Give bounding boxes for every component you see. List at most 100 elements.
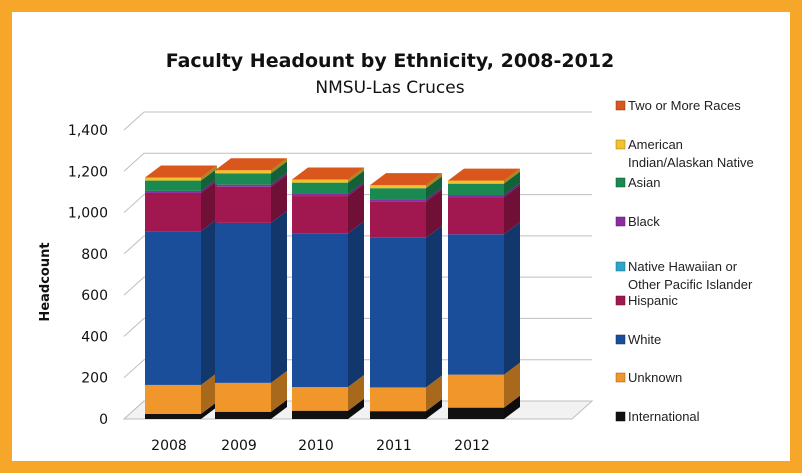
bar-segment [292, 167, 364, 183]
bar-side [201, 180, 217, 232]
legend-item: Two or More Races [615, 98, 741, 113]
bar-front [448, 183, 504, 196]
bar-segment [145, 165, 217, 181]
y-axis-label: Headcount [38, 242, 53, 321]
bar-front [292, 179, 348, 183]
legend-label: Other Pacific Islander [628, 277, 753, 292]
bar-side [348, 181, 364, 197]
legend-swatch [615, 261, 626, 272]
legend-label: Black [628, 214, 660, 229]
chart-subtitle: NMSU-Las Cruces [315, 78, 464, 98]
gridline [123, 152, 592, 172]
legend-swatch [615, 216, 626, 227]
bar-front [370, 188, 426, 200]
legend: Two or More Races American Indian/Alaskan … [615, 98, 754, 424]
bar-front [215, 173, 271, 185]
y-tick-label: 400 [81, 329, 108, 345]
bar-segment [370, 187, 442, 202]
gridline [123, 276, 592, 296]
bar-side [504, 222, 520, 375]
bar-front [215, 222, 271, 383]
y-tick-label: 600 [81, 288, 108, 304]
legend-label: Asian [628, 175, 661, 190]
legend-swatch [615, 372, 626, 383]
bar-segment [448, 168, 520, 184]
bar-side [201, 168, 217, 191]
bar-front [292, 182, 348, 194]
legend-item: Asian [615, 175, 661, 190]
legend-item: White [615, 332, 661, 347]
bar-front [370, 201, 426, 238]
legend-swatch [615, 100, 626, 111]
bar-side [426, 225, 442, 388]
bar-front [215, 186, 271, 223]
bar-segment [370, 176, 442, 200]
bar-front [448, 180, 504, 184]
bar-front [448, 407, 504, 419]
legend-item: International [615, 409, 700, 424]
bar-top [215, 158, 287, 171]
bar-side [426, 375, 442, 412]
bar-front [448, 374, 504, 408]
bar-side [504, 395, 520, 419]
legend-label: International [628, 409, 700, 424]
bar-segment [215, 370, 287, 412]
bar-front [145, 190, 201, 193]
bar-side [348, 375, 364, 411]
bar-segment [215, 161, 287, 185]
bar-side [271, 210, 287, 383]
bar-front [145, 192, 201, 232]
legend-item: Hispanic [615, 293, 678, 308]
bar-top [448, 168, 520, 181]
bar-side [348, 184, 364, 234]
legend-label: Unknown [628, 370, 682, 385]
bar-front [145, 413, 201, 419]
bar-front [145, 180, 201, 191]
bar-side [504, 362, 520, 408]
bar-side [426, 176, 442, 200]
bar-front [215, 411, 271, 419]
legend-label: Indian/Alaskan Native [628, 155, 754, 170]
bar-segment [448, 362, 520, 408]
bar-front [292, 410, 348, 419]
bar-side [426, 189, 442, 238]
bar-segment [145, 372, 217, 414]
bar-front [145, 384, 201, 414]
bar-segment [145, 401, 217, 419]
bar-front [292, 196, 348, 234]
bar-segment [370, 189, 442, 238]
bar-segment [145, 168, 217, 191]
legend-label: American [628, 137, 683, 152]
y-tick-label: 0 [99, 412, 108, 428]
gridline [123, 359, 592, 379]
bar-segment [370, 225, 442, 388]
legend-label: Hispanic [628, 293, 678, 308]
bar-front [145, 231, 201, 385]
x-axis-ticks: 2008 2009 2010 2011 2012 [151, 438, 490, 454]
legend-swatch [615, 139, 626, 150]
legend-swatch [615, 177, 626, 188]
bar-segment [448, 222, 520, 375]
x-tick-label: 2009 [221, 438, 257, 454]
bar-side [201, 165, 217, 181]
y-tick-label: 1,000 [68, 206, 108, 222]
gridline [123, 194, 592, 213]
bar-front [448, 197, 504, 235]
bar-side [504, 183, 520, 198]
bar-segment [370, 173, 442, 189]
bar-top [292, 167, 364, 180]
bar-side [271, 174, 287, 223]
bar-side [348, 221, 364, 388]
bar-front [448, 234, 504, 375]
bar-side [504, 171, 520, 196]
bar-segment [215, 172, 287, 187]
bar-front [215, 382, 271, 412]
bar-segment [215, 158, 287, 174]
bar-segment [370, 399, 442, 419]
bar-side [271, 161, 287, 185]
bar-side [201, 401, 217, 419]
legend-swatch [615, 411, 626, 422]
stacked-bar-chart: Faculty Headount by Ethnicity, 2008-2012… [38, 50, 754, 454]
bar-side [348, 167, 364, 183]
bar-side [271, 158, 287, 174]
